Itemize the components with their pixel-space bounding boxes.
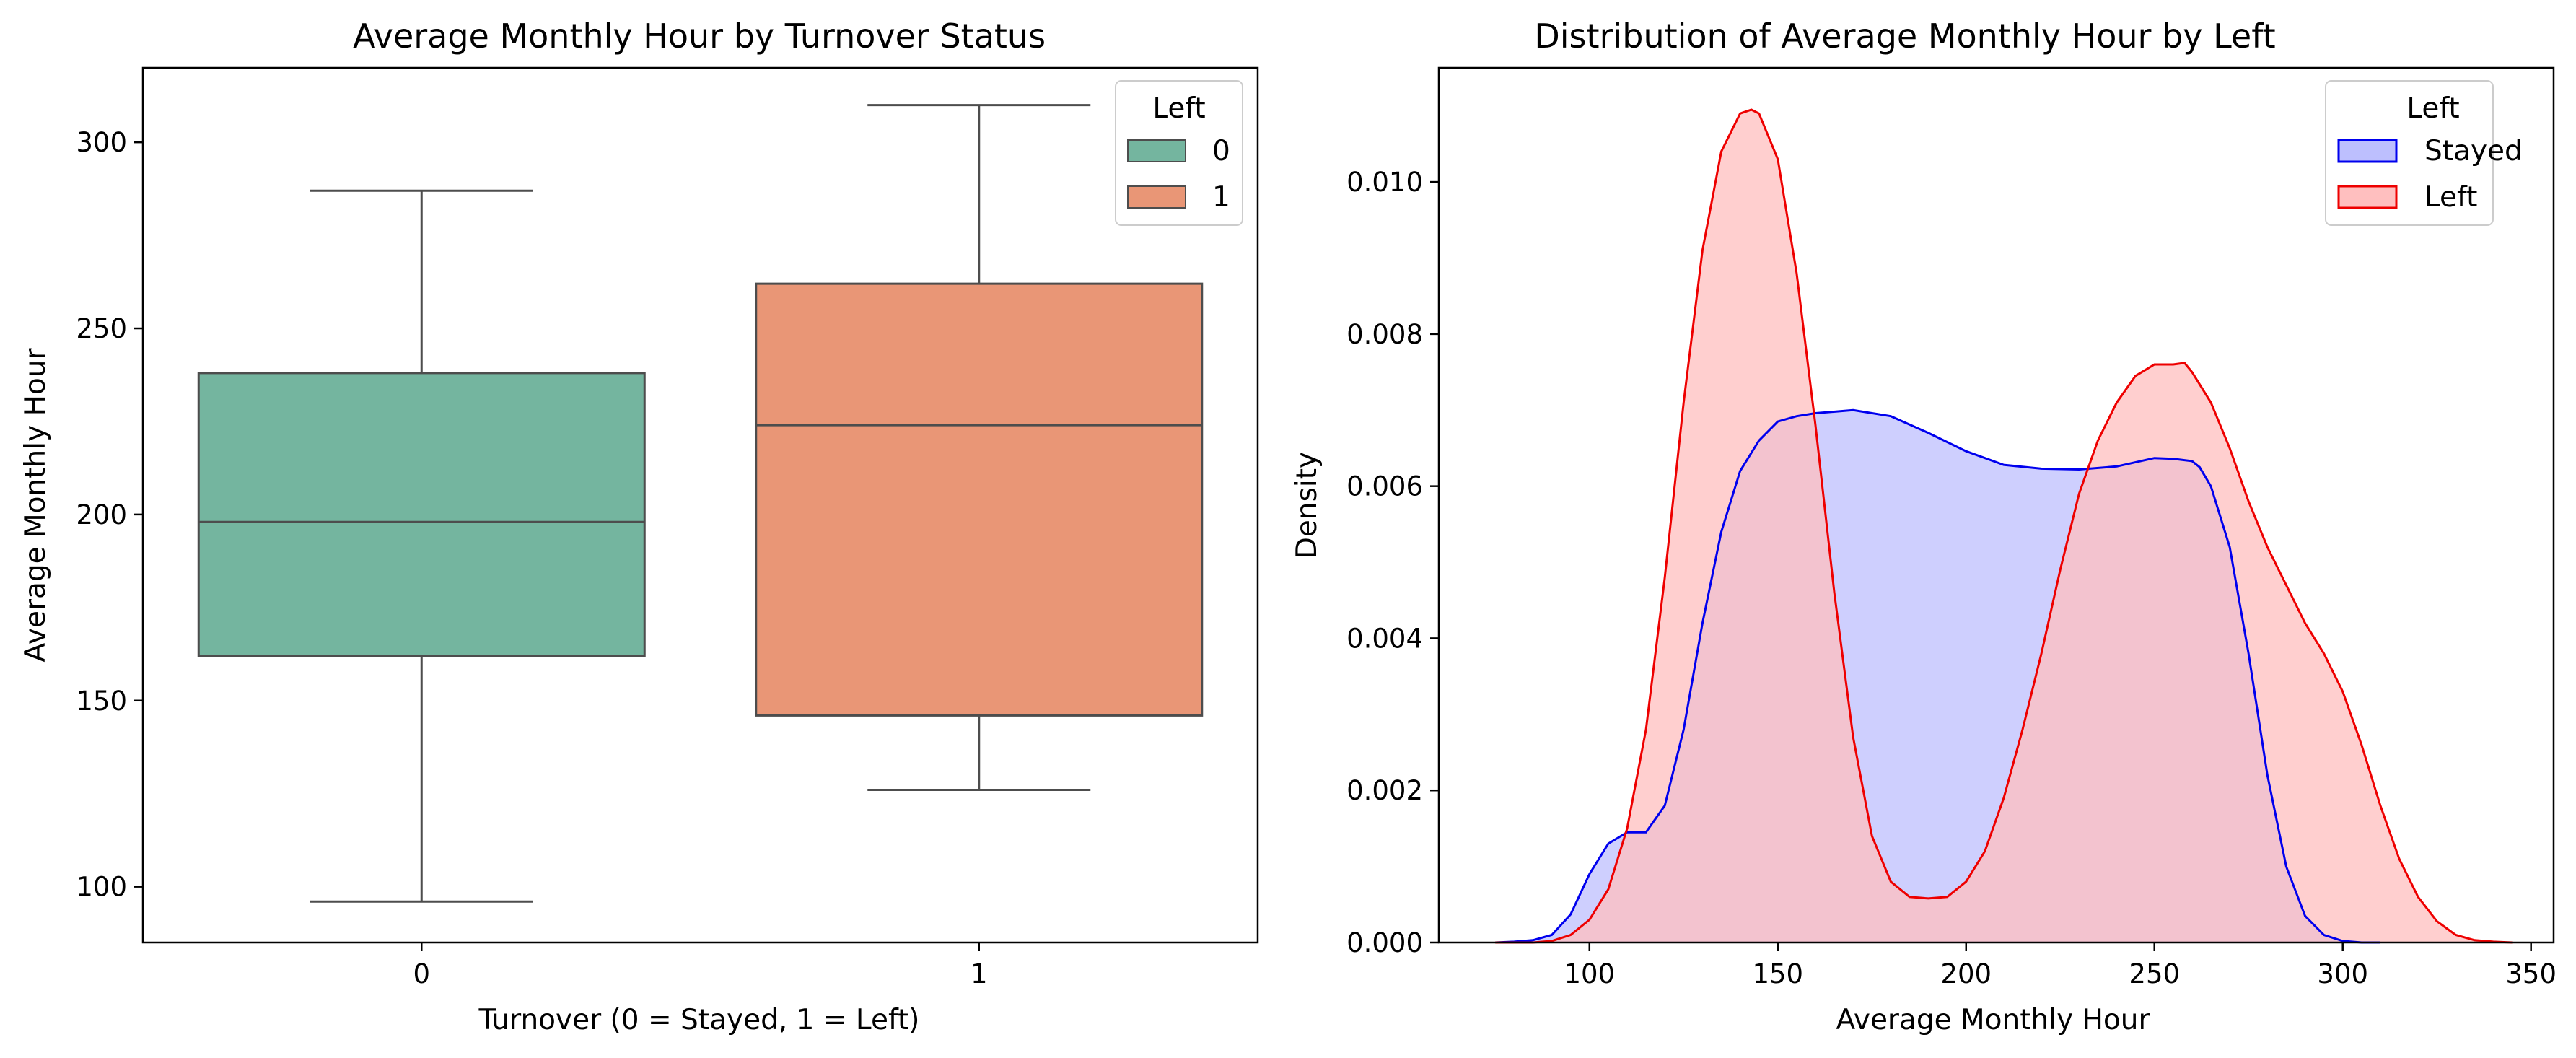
box-iqr	[197, 372, 646, 657]
kde-y-ticks: 0.000 0.002 0.004 0.006 0.008 0.010	[1346, 167, 1439, 958]
boxplot-legend: Left 0 1	[1115, 80, 1243, 226]
boxplot-y-tick-label: 100	[76, 872, 127, 903]
kde-x-tick-label: 100	[1564, 958, 1615, 989]
kde-legend-swatch-stayed	[2337, 139, 2398, 163]
kde-title: Distribution of Average Monthly Hour by …	[1534, 17, 2275, 56]
kde-line-stayed	[1495, 408, 2380, 944]
kde-y-axis-label: Density	[1291, 452, 1323, 559]
kde-x-tick-label: 250	[2129, 958, 2180, 989]
kde-areas	[1495, 108, 2513, 944]
kde-x-tick-label: 150	[1752, 958, 1803, 989]
boxplot-x-axis-label: Turnover (0 = Stayed, 1 = Left)	[478, 1004, 920, 1036]
box-1	[755, 104, 1204, 792]
boxplot-axes-frame	[141, 66, 1259, 944]
kde-legend-label-left: Left	[2424, 181, 2477, 214]
kde-y-tick-label: 0.000	[1346, 927, 1423, 958]
kde-legend-swatch-left	[2337, 185, 2398, 209]
kde-y-tick-label: 0.010	[1346, 167, 1423, 198]
boxplot-chart: Average Monthly Hour by Turnover Status …	[19, 17, 1259, 1036]
kde-x-axis-label: Average Monthly Hour	[1836, 1004, 2150, 1036]
boxplot-x-tick-label: 0	[413, 958, 430, 989]
boxplot-y-tick-label: 250	[76, 313, 127, 344]
boxplot-title: Average Monthly Hour by Turnover Status	[353, 17, 1046, 56]
kde-axes-frame	[1437, 66, 2555, 944]
boxplot-y-tick-label: 200	[76, 499, 127, 530]
boxplot-legend-label-0: 0	[1212, 135, 1230, 167]
kde-legend-title: Left	[2406, 92, 2459, 125]
kde-y-tick-label: 0.002	[1346, 775, 1423, 806]
kde-x-tick-label: 300	[2317, 958, 2368, 989]
kde-line-left	[1495, 108, 2513, 944]
boxplot-legend-swatch-1	[1127, 185, 1186, 209]
kde-legend: Left Stayed Left	[2325, 80, 2523, 226]
kde-y-tick-label: 0.008	[1346, 319, 1423, 350]
boxplot-y-ticks: 100 150 200 250 300	[76, 127, 143, 903]
boxplot-y-tick-label: 300	[76, 127, 127, 158]
boxplot-legend-label-1: 1	[1212, 181, 1230, 214]
boxplot-y-tick-label: 150	[76, 686, 127, 717]
kde-y-tick-label: 0.006	[1346, 471, 1423, 502]
kde-x-tick-label: 350	[2505, 958, 2557, 989]
box-iqr	[755, 282, 1204, 717]
boxplot-legend-swatch-0	[1127, 139, 1186, 162]
kde-x-tick-label: 200	[1940, 958, 1992, 989]
kde-legend-label-stayed: Stayed	[2424, 135, 2523, 167]
boxplot-boxes	[197, 104, 1204, 903]
box-0	[197, 189, 646, 903]
kde-y-tick-label: 0.004	[1346, 623, 1423, 654]
boxplot-x-tick-label: 1	[971, 958, 988, 989]
kde-area-left	[1495, 110, 2513, 943]
boxplot-legend-title: Left	[1152, 92, 1205, 125]
boxplot-y-axis-label: Average Monthly Hour	[19, 348, 52, 663]
kde-chart: Distribution of Average Monthly Hour by …	[1291, 17, 2557, 1036]
kde-x-ticks: 100 150 200 250 300 350	[1564, 943, 2557, 989]
